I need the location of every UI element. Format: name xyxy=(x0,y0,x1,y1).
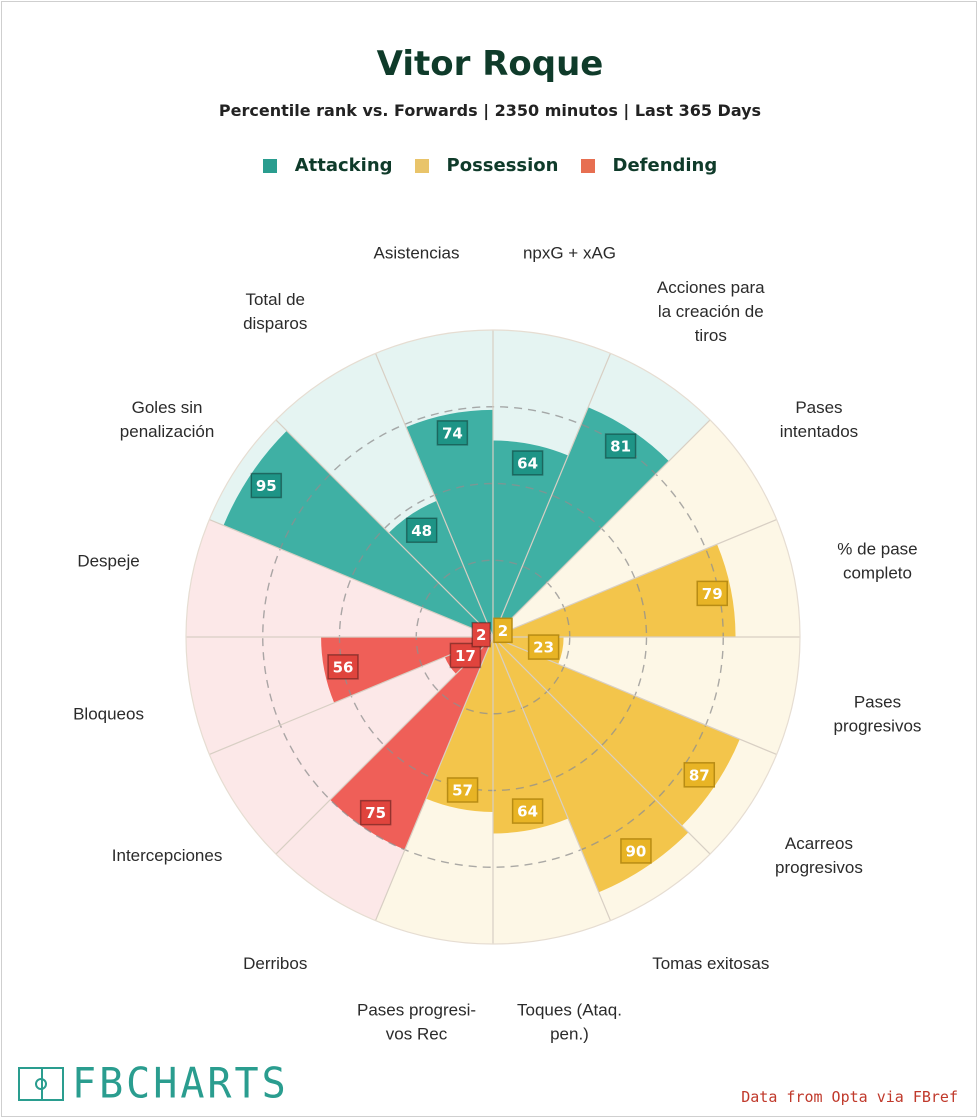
value-box xyxy=(405,517,438,544)
metric-label: Intercepciones xyxy=(112,846,223,865)
value-label: 48 xyxy=(411,522,432,540)
sector-divider xyxy=(492,518,777,638)
value-label: 90 xyxy=(626,842,647,860)
value-label: 74 xyxy=(442,424,463,442)
metric-label: Total de disparos xyxy=(243,290,307,333)
legend-item-possession: Possession xyxy=(414,155,559,176)
sector-divider xyxy=(492,419,711,638)
background-sector xyxy=(493,419,777,637)
value-box xyxy=(696,580,728,607)
data-credit: Data from Opta via FBref xyxy=(741,1088,958,1106)
value-bar xyxy=(406,409,493,637)
value-box xyxy=(446,777,479,803)
value-bar xyxy=(321,637,493,703)
value-label: 17 xyxy=(455,647,476,665)
value-box xyxy=(620,838,652,864)
value-box xyxy=(527,634,560,660)
value-label: 79 xyxy=(702,585,723,603)
sector-divider xyxy=(374,353,494,638)
metric-label: Tomas exitosas xyxy=(652,954,769,973)
sector-divider xyxy=(209,636,494,756)
value-label: 64 xyxy=(517,803,538,821)
sector-divider xyxy=(492,636,612,921)
legend-label-possession: Possession xyxy=(446,155,559,176)
metric-label: Derribos xyxy=(243,954,307,973)
metric-label: Toques (Ataq. pen.) xyxy=(517,1000,622,1043)
metric-label: Pases progresi-vos Rec xyxy=(357,1000,476,1043)
metric-label: Acarreos progresivos xyxy=(775,834,863,877)
metric-label: Goles sin penalización xyxy=(120,398,215,441)
metric-label: Pases intentados xyxy=(780,398,858,441)
value-box xyxy=(511,798,544,824)
value-bar xyxy=(493,637,569,834)
sector-divider xyxy=(492,353,612,638)
metric-label: Pases progresivos xyxy=(834,692,922,735)
sector-divider xyxy=(209,518,494,638)
chart-subtitle: Percentile rank vs. Forwards | 2350 minu… xyxy=(218,101,762,120)
background-sector xyxy=(493,637,800,755)
value-bar xyxy=(493,544,736,637)
metric-label: Bloqueos xyxy=(73,704,144,723)
value-box xyxy=(604,433,637,459)
value-label: 75 xyxy=(365,804,386,822)
sector-divider xyxy=(275,636,494,855)
background-sector xyxy=(209,637,493,855)
value-label: 2 xyxy=(498,622,508,640)
legend-swatch-attacking xyxy=(262,158,277,173)
metric-label: % de pase completo xyxy=(837,540,917,583)
value-label: 95 xyxy=(256,477,277,495)
value-box xyxy=(359,799,392,826)
pitch-icon xyxy=(18,1067,64,1101)
legend-label-attacking: Attacking xyxy=(294,155,393,176)
logo-text: FBCHARTS xyxy=(72,1059,289,1109)
value-bar xyxy=(493,637,740,826)
value-bar xyxy=(223,430,494,637)
value-bar xyxy=(330,637,493,850)
sector-divider xyxy=(275,419,494,638)
value-box xyxy=(327,654,359,680)
metric-label: Despeje xyxy=(77,552,139,571)
value-bar xyxy=(493,637,689,893)
value-box xyxy=(449,642,482,669)
fbcharts-logo: FBCHARTS xyxy=(18,1059,289,1109)
value-box xyxy=(493,617,513,644)
legend-item-defending: Defending xyxy=(580,155,718,176)
value-box xyxy=(250,472,283,499)
metric-label: Acciones para la creación de tiros xyxy=(657,278,765,345)
value-bar xyxy=(426,637,493,812)
value-box xyxy=(683,762,716,788)
value-label: 81 xyxy=(610,438,631,456)
value-box xyxy=(511,450,544,476)
outer-ring xyxy=(185,329,801,945)
legend-swatch-possession xyxy=(414,158,429,173)
value-box xyxy=(471,621,491,648)
value-label: 23 xyxy=(533,639,554,657)
metric-label: Asistencias xyxy=(374,244,460,263)
legend-item-attacking: Attacking xyxy=(262,155,393,176)
value-label: 57 xyxy=(452,781,473,799)
legend: Attacking Possession Defending xyxy=(0,155,980,176)
value-box xyxy=(436,420,469,446)
value-label: 2 xyxy=(476,626,486,644)
value-label: 56 xyxy=(333,658,354,676)
value-label: 64 xyxy=(517,454,538,472)
legend-label-defending: Defending xyxy=(612,155,718,176)
background-sector xyxy=(186,519,493,637)
chart-title: Vitor Roque xyxy=(376,44,604,84)
value-bar xyxy=(493,440,569,637)
sector-divider xyxy=(374,636,494,921)
legend-swatch-defending xyxy=(580,158,595,173)
value-label: 87 xyxy=(689,766,710,784)
sector-divider xyxy=(492,636,711,855)
metric-label: npxG + xAG xyxy=(523,244,616,263)
value-bar xyxy=(493,407,669,637)
